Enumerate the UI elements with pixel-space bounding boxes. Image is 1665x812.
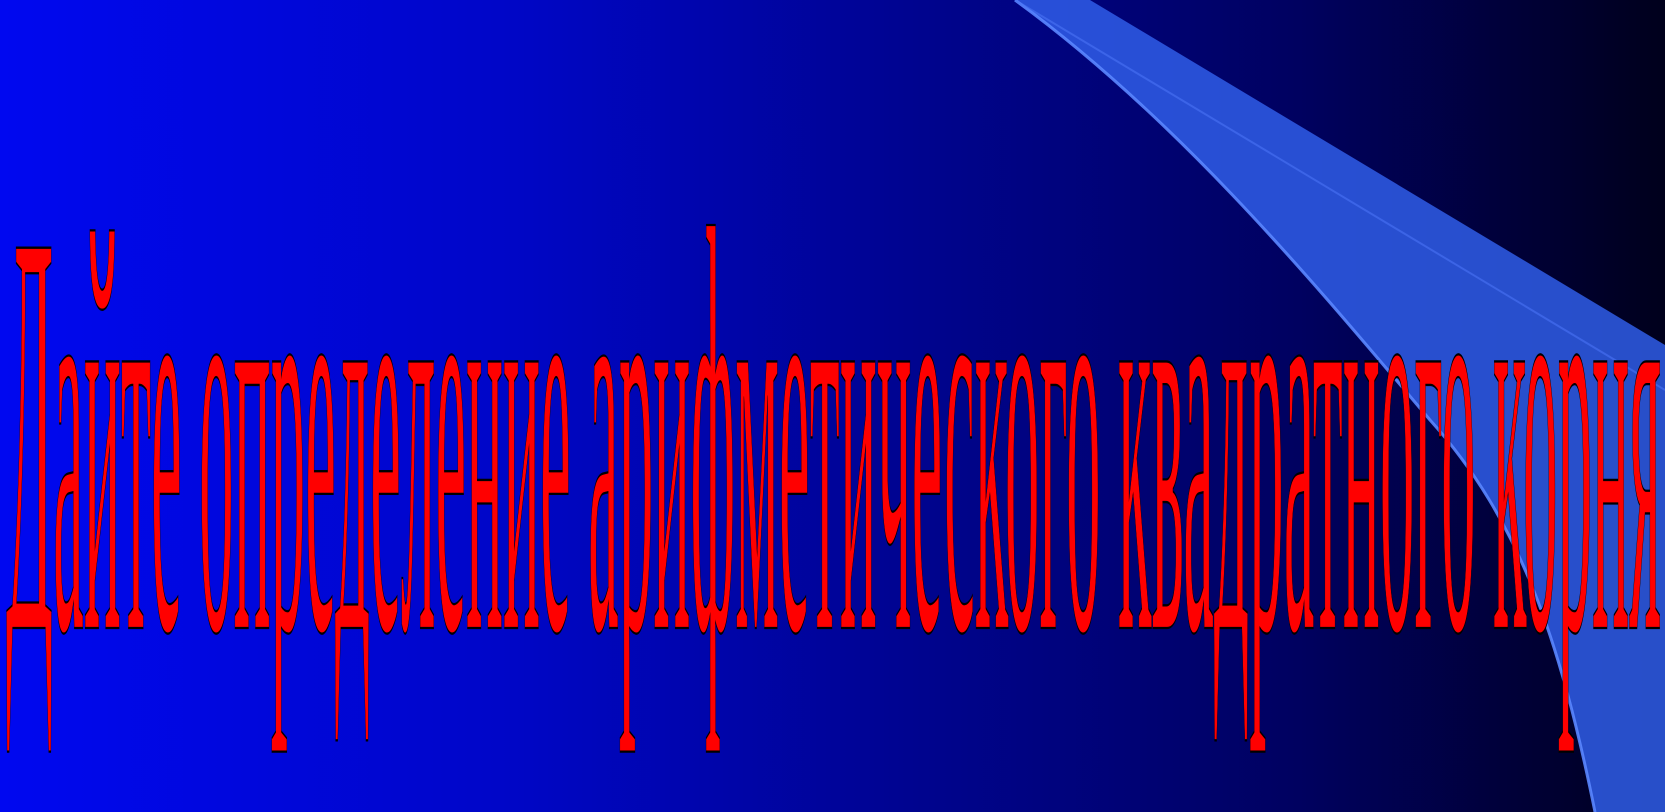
slide-title: Дайте определение арифметического квадра… (6, 111, 1661, 755)
swoosh-edge (1014, 0, 1665, 391)
swoosh-shape (1015, 0, 1665, 812)
swoosh-highlight (1014, 0, 1597, 812)
